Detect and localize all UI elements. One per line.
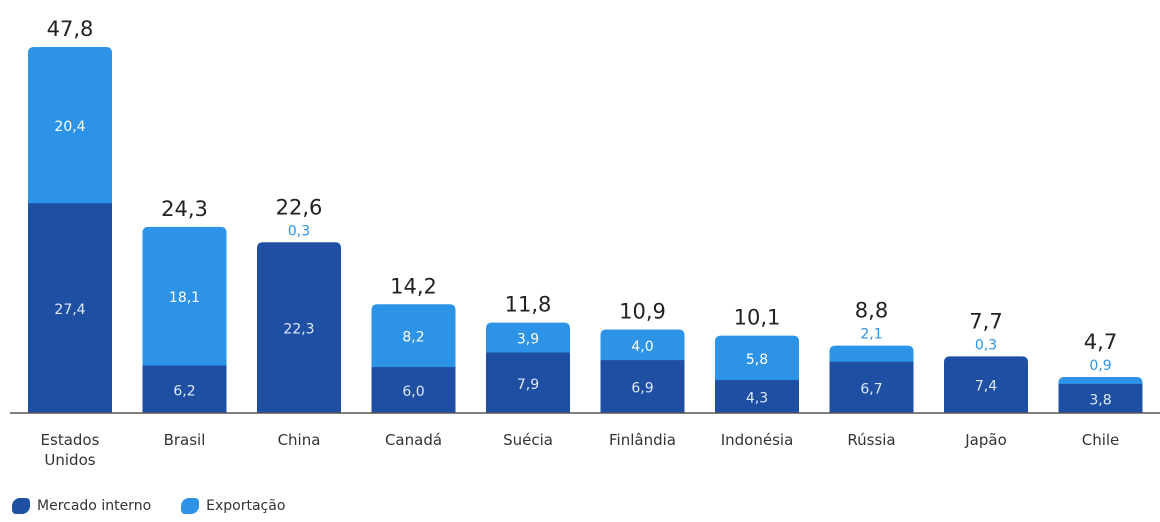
data-label-total: 14,2 — [390, 274, 437, 298]
bar-mercado-interno — [486, 352, 570, 413]
legend: Mercado interno Exportação — [12, 498, 285, 514]
data-label-total: 47,8 — [47, 17, 94, 41]
data-label-mercado-interno: 7,9 — [517, 377, 539, 393]
bar-exportacao — [371, 304, 456, 370]
legend-swatch-exportacao — [181, 498, 200, 514]
bar-exportacao — [600, 329, 685, 363]
bar-exportacao — [28, 47, 112, 206]
x-tick-label: Canadá — [385, 431, 442, 449]
bar-mercado-interno — [257, 242, 341, 413]
x-tick-label: Estados Unidos — [41, 431, 100, 469]
data-label-mercado-interno: 27,4 — [54, 302, 85, 318]
bar-mercado-interno — [371, 367, 456, 413]
data-label-mercado-interno: 3,8 — [1089, 392, 1111, 408]
data-label-mercado-interno: 4,3 — [746, 391, 768, 407]
data-label-total: 24,3 — [161, 197, 208, 221]
data-label-total: 8,8 — [855, 299, 888, 323]
bar-mercado-interno — [715, 380, 799, 413]
data-label-mercado-interno: 7,4 — [975, 379, 997, 395]
bar-exportacao — [715, 335, 799, 383]
data-label-exportacao: 3,9 — [517, 332, 539, 348]
data-label-mercado-interno: 6,7 — [860, 381, 882, 397]
x-tick-label: Finlândia — [609, 431, 676, 449]
bar-exportacao — [829, 345, 914, 364]
x-tick-label: Chile — [1082, 431, 1120, 449]
x-tick-label: China — [278, 431, 321, 449]
data-label-total: 7,7 — [969, 309, 1002, 333]
bar-mercado-interno — [1058, 383, 1143, 413]
data-label-mercado-interno: 22,3 — [283, 322, 314, 338]
data-label-total: 10,9 — [619, 300, 666, 324]
data-label-exportacao: 2,1 — [860, 327, 882, 343]
data-label-exportacao: 5,8 — [746, 352, 768, 368]
data-label-exportacao: 0,9 — [1089, 358, 1111, 374]
legend-item-exportacao: Exportação — [181, 498, 285, 514]
bar-mercado-interno — [829, 361, 914, 413]
x-tick-label: Indonésia — [721, 431, 794, 449]
legend-item-mercado-interno: Mercado interno — [12, 498, 151, 514]
data-label-exportacao: 18,1 — [169, 290, 200, 306]
x-tick-label: Rússia — [847, 431, 895, 449]
bar-mercado-interno — [28, 203, 112, 413]
x-tick-label: Suécia — [503, 431, 553, 449]
data-label-exportacao: 0,3 — [288, 223, 310, 239]
data-label-total: 11,8 — [505, 293, 552, 317]
data-label-total: 4,7 — [1084, 330, 1117, 354]
x-tick-label: Brasil — [164, 431, 206, 449]
legend-swatch-mercado-interno — [12, 498, 30, 514]
data-label-total: 22,6 — [276, 195, 323, 219]
data-label-mercado-interno: 6,2 — [173, 383, 195, 399]
bar-mercado-interno — [944, 356, 1028, 413]
bar-exportacao — [1058, 377, 1143, 386]
data-label-exportacao: 20,4 — [54, 119, 85, 135]
x-tick-label: Japão — [964, 431, 1007, 449]
bar-exportacao — [142, 226, 227, 368]
legend-label-mercado-interno: Mercado interno — [37, 498, 152, 514]
data-label-exportacao: 4,0 — [631, 339, 653, 355]
data-label-mercado-interno: 6,0 — [402, 384, 424, 400]
bar-mercado-interno — [142, 365, 227, 413]
data-label-exportacao: 0,3 — [975, 337, 997, 353]
legend-label-exportacao: Exportação — [206, 498, 286, 514]
bar-exportacao — [486, 322, 570, 355]
bar-mercado-interno — [600, 360, 685, 413]
data-label-mercado-interno: 6,9 — [631, 381, 653, 397]
data-label-exportacao: 8,2 — [402, 330, 424, 346]
data-label-total: 10,1 — [734, 306, 781, 330]
